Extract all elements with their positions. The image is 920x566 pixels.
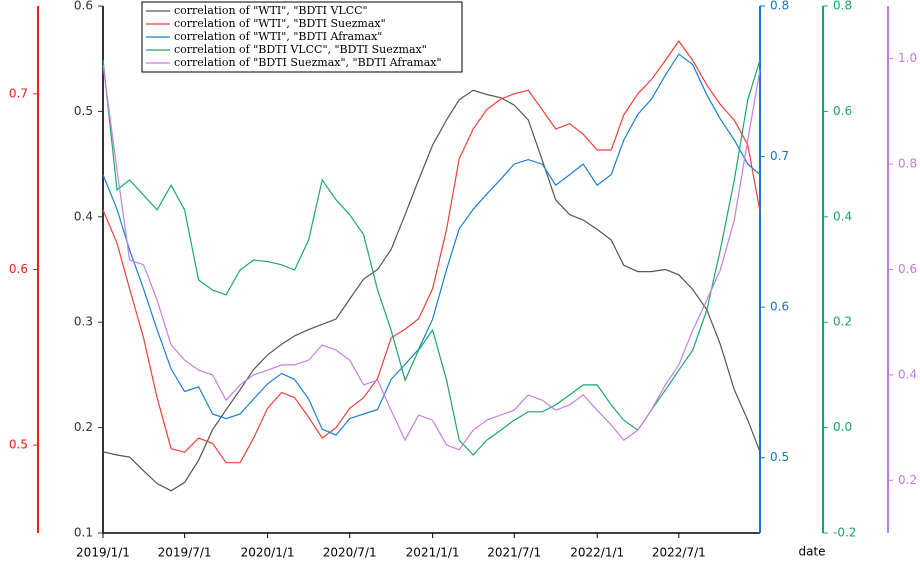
- x-tick-label: 2020/1/1: [241, 546, 295, 560]
- y-tick-label: 0.6: [833, 104, 852, 118]
- series-line: [102, 64, 761, 451]
- y-tick-label: 0.2: [833, 315, 852, 329]
- y-tick-label: 0.8: [833, 0, 852, 13]
- y-tick-label: 0.7: [9, 86, 28, 100]
- y-tick-label: 0.6: [9, 262, 28, 276]
- y-tick-label: 0.1: [74, 526, 93, 540]
- legend-label: correlation of "WTI", "BDTI Suezmax": [174, 17, 386, 30]
- x-tick-label: 2020/7/1: [323, 546, 377, 560]
- series-line: [102, 40, 761, 464]
- y-tick-label: 0.0: [833, 420, 852, 434]
- legend-box: [141, 1, 463, 73]
- y-tick-label: 0.5: [770, 450, 789, 464]
- x-tick-label: 2019/1/1: [76, 546, 130, 560]
- y-tick-label: 0.5: [74, 104, 93, 118]
- y-tick-label: 0.6: [898, 262, 917, 276]
- x-tick-label: 2021/1/1: [406, 546, 460, 560]
- y-tick-label: 0.8: [898, 157, 917, 171]
- y-tick-label: 0.2: [74, 420, 93, 434]
- x-tick-label: 2021/7/1: [487, 546, 541, 560]
- x-tick-label: 2022/7/1: [652, 546, 706, 560]
- y-tick-label: 0.4: [74, 209, 93, 223]
- legend: correlation of "WTI", "BDTI VLCC"correla…: [141, 1, 463, 73]
- y-tick-label: 0.2: [898, 473, 917, 487]
- x-tick-label: 2019/7/1: [158, 546, 212, 560]
- legend-label: correlation of "WTI", "BDTI Aframax": [174, 30, 382, 43]
- x-axis-label: date: [798, 545, 825, 559]
- legend-label: correlation of "BDTI VLCC", "BDTI Suezma…: [174, 43, 427, 56]
- y-tick-label: 0.4: [833, 209, 852, 223]
- y-tick-label: 0.4: [898, 367, 917, 381]
- y-tick-label: 0.5: [9, 438, 28, 452]
- y-tick-label: 0.8: [770, 0, 789, 13]
- y-tick-label: 0.6: [770, 300, 789, 314]
- y-tick-label: 1.0: [898, 51, 917, 65]
- y-tick-label: 0.7: [770, 149, 789, 163]
- y-tick-label: -0.2: [833, 526, 856, 540]
- series-line: [102, 59, 761, 456]
- legend-label: correlation of "WTI", "BDTI VLCC": [174, 4, 368, 17]
- y-tick-label: 0.6: [74, 0, 93, 13]
- x-tick-label: 2022/1/1: [570, 546, 624, 560]
- series-line: [102, 53, 761, 436]
- series-line: [102, 89, 761, 492]
- y-tick-label: 0.3: [74, 315, 93, 329]
- legend-label: correlation of "BDTI Suezmax", "BDTI Afr…: [174, 56, 442, 69]
